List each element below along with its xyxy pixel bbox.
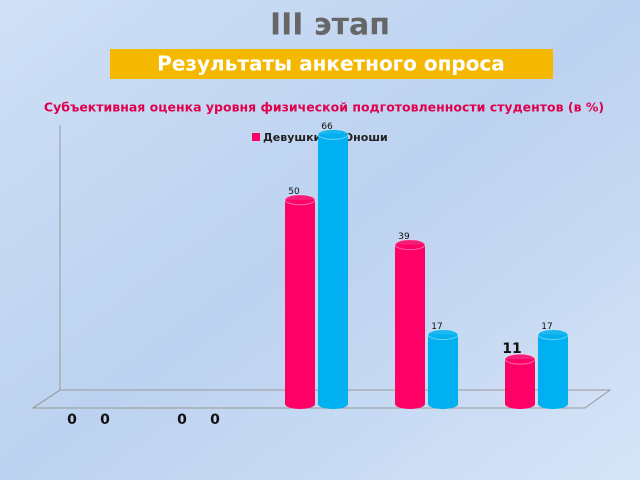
bar-top <box>284 194 316 206</box>
legend-swatch <box>252 133 260 141</box>
bar <box>428 334 458 409</box>
page-title: III этап <box>270 8 390 43</box>
data-label: 17 <box>541 322 552 332</box>
bar <box>505 359 535 409</box>
bar <box>285 199 315 409</box>
legend-label: Девушки <box>263 131 321 144</box>
bar-top <box>394 239 426 251</box>
data-label: 0 <box>67 412 77 428</box>
data-label: 50 <box>288 187 300 197</box>
data-label: 11 <box>502 341 521 357</box>
subtitle: Результаты анкетного опроса <box>157 52 505 76</box>
bar <box>538 334 568 409</box>
data-label: 0 <box>210 412 220 428</box>
chart-title: Субъективная оценка уровня физической по… <box>44 100 604 115</box>
bar-top <box>317 128 349 140</box>
bar-top <box>427 329 459 341</box>
legend-label: Юноши <box>340 131 387 144</box>
bar-top <box>504 353 536 365</box>
bar <box>318 134 348 410</box>
data-label: 39 <box>398 232 410 242</box>
bar <box>395 244 425 409</box>
data-label: 0 <box>177 412 187 428</box>
data-label: 0 <box>100 412 110 428</box>
data-label: 66 <box>321 122 333 132</box>
subtitle-box <box>110 49 553 79</box>
bar-top <box>537 329 569 341</box>
data-label: 17 <box>431 322 442 332</box>
